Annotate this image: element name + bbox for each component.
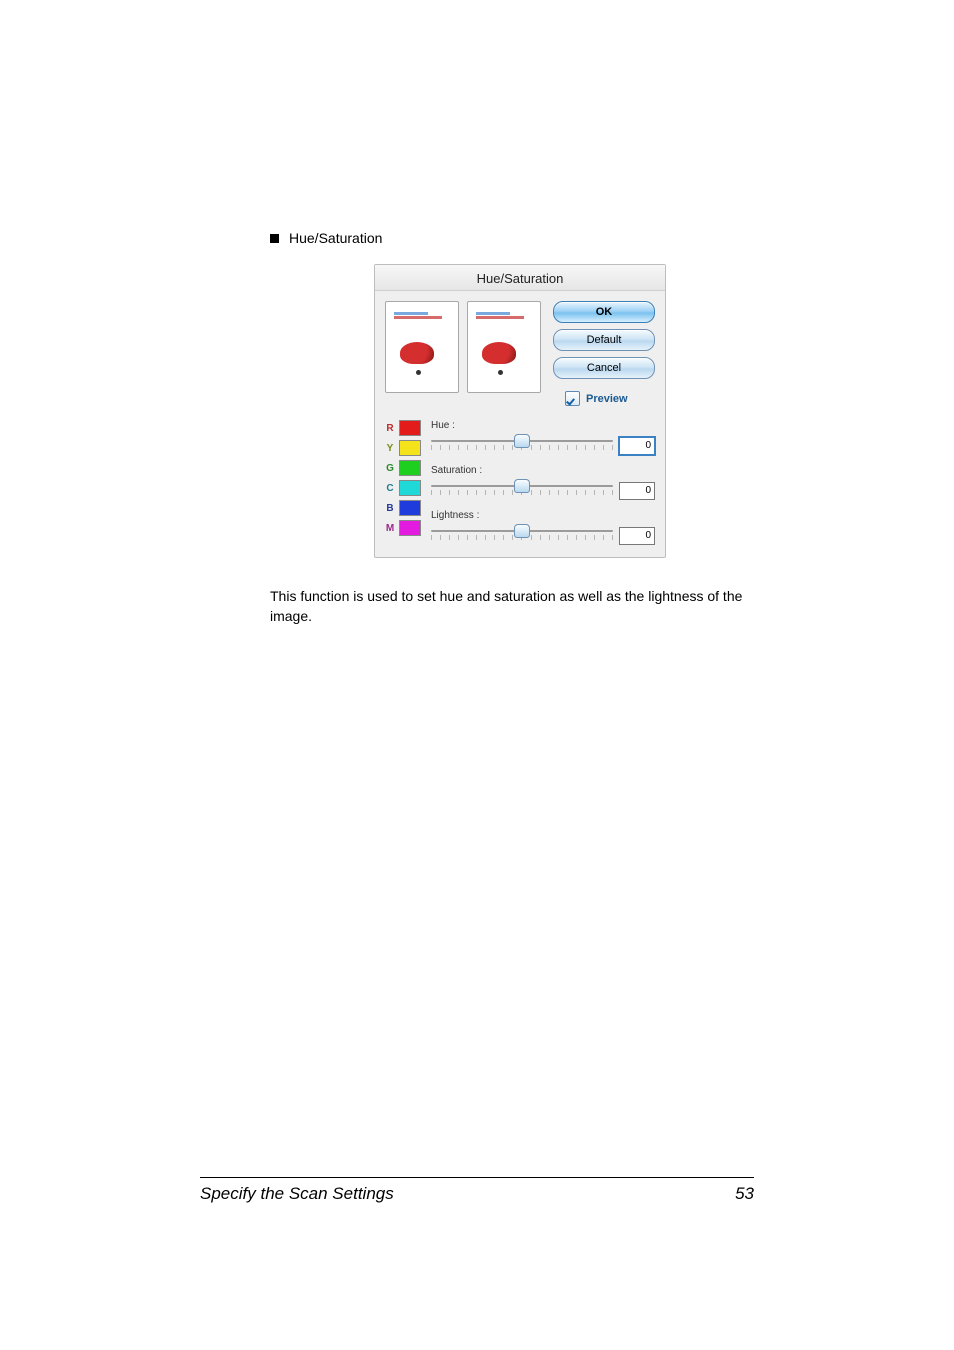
cancel-button[interactable]: Cancel bbox=[553, 357, 655, 379]
ok-button[interactable]: OK bbox=[553, 301, 655, 323]
swatch-color bbox=[399, 520, 421, 536]
footer-section-title: Specify the Scan Settings bbox=[200, 1184, 394, 1204]
saturation-label: Saturation : bbox=[431, 465, 655, 476]
swatch-letter: Y bbox=[385, 443, 395, 454]
lightness-value-input[interactable]: 0 bbox=[619, 527, 655, 545]
swatch-row[interactable]: B bbox=[385, 500, 421, 516]
swatch-color bbox=[399, 500, 421, 516]
preview-thumbnail-before bbox=[385, 301, 459, 393]
hue-label: Hue : bbox=[431, 420, 655, 431]
default-button[interactable]: Default bbox=[553, 329, 655, 351]
hue-saturation-dialog: Hue/Saturation OK Default Cancel bbox=[374, 264, 666, 558]
lightness-label: Lightness : bbox=[431, 510, 655, 521]
bullet-square-icon bbox=[270, 234, 279, 243]
bullet-label: Hue/Saturation bbox=[289, 230, 382, 246]
swatch-color bbox=[399, 440, 421, 456]
swatch-row[interactable]: G bbox=[385, 460, 421, 476]
swatch-color bbox=[399, 480, 421, 496]
swatch-letter: G bbox=[385, 463, 395, 474]
swatch-letter: M bbox=[385, 523, 395, 534]
saturation-slider-thumb[interactable] bbox=[514, 479, 530, 493]
swatch-row[interactable]: R bbox=[385, 420, 421, 436]
swatch-color bbox=[399, 460, 421, 476]
hue-slider[interactable] bbox=[431, 437, 613, 455]
description-text: This function is used to set hue and sat… bbox=[270, 586, 770, 627]
hue-slider-thumb[interactable] bbox=[514, 434, 530, 448]
hue-value-input[interactable]: 0 bbox=[619, 437, 655, 455]
preview-checkbox-label: Preview bbox=[586, 393, 628, 405]
swatch-row[interactable]: C bbox=[385, 480, 421, 496]
footer-page-number: 53 bbox=[735, 1184, 754, 1204]
bullet-heading: Hue/Saturation bbox=[270, 230, 770, 246]
page-footer: Specify the Scan Settings 53 bbox=[200, 1177, 754, 1204]
saturation-value-input[interactable]: 0 bbox=[619, 482, 655, 500]
preview-checkbox[interactable] bbox=[565, 391, 580, 406]
swatch-letter: C bbox=[385, 483, 395, 494]
color-swatch-column: RYGCBM bbox=[385, 420, 421, 545]
saturation-slider[interactable] bbox=[431, 482, 613, 500]
swatch-letter: R bbox=[385, 423, 395, 434]
swatch-color bbox=[399, 420, 421, 436]
swatch-letter: B bbox=[385, 503, 395, 514]
swatch-row[interactable]: M bbox=[385, 520, 421, 536]
dialog-title: Hue/Saturation bbox=[375, 265, 665, 291]
lightness-slider[interactable] bbox=[431, 527, 613, 545]
lightness-slider-thumb[interactable] bbox=[514, 524, 530, 538]
swatch-row[interactable]: Y bbox=[385, 440, 421, 456]
preview-thumbnail-after bbox=[467, 301, 541, 393]
